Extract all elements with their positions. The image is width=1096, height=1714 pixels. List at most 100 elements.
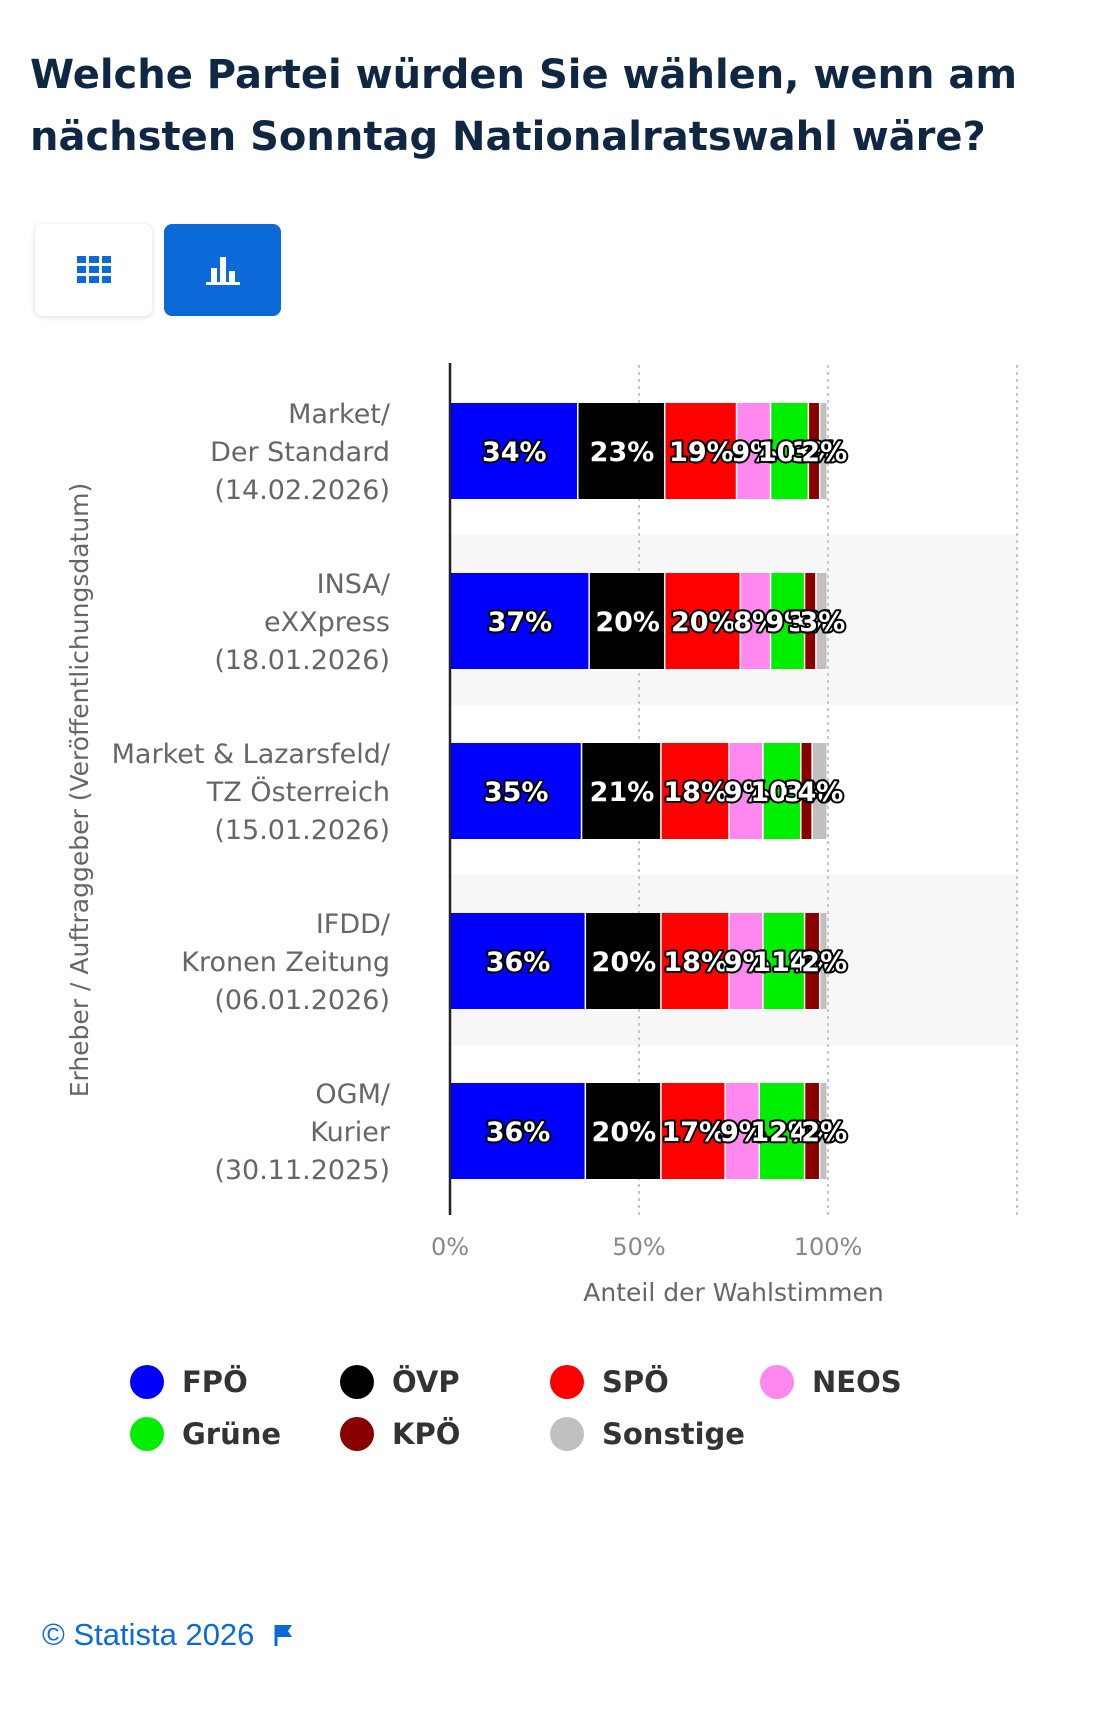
category-label: (30.11.2025)	[214, 1155, 390, 1186]
data-label: 20%	[592, 947, 657, 978]
bar-spö	[661, 913, 729, 1009]
bar-grüne	[771, 573, 804, 669]
category-label: (14.02.2026)	[214, 475, 390, 506]
bar-övp	[586, 1083, 661, 1179]
bar-grüne	[771, 403, 808, 499]
data-label: 2%	[801, 947, 847, 978]
data-label: 10%	[750, 777, 815, 808]
data-label: 19%	[669, 437, 734, 468]
data-label: 18%	[663, 777, 728, 808]
category-label: Kurier	[310, 1117, 391, 1148]
copyright-text: © Statista 2026	[42, 1617, 255, 1652]
data-label: 21%	[590, 777, 655, 808]
data-label: 11%	[752, 947, 817, 978]
bar-sonstige	[816, 573, 827, 669]
x-tick-label: 50%	[612, 1233, 665, 1261]
grid-icon	[76, 256, 111, 283]
data-label: 4%	[790, 1117, 836, 1148]
data-label: 36%	[486, 1117, 551, 1148]
chart-view-button[interactable]	[164, 224, 281, 316]
bar-grüne	[763, 743, 801, 839]
data-label: 12%	[750, 1117, 815, 1148]
legend-label: ÖVP	[392, 1365, 460, 1399]
legend-item[interactable]: Sonstige	[550, 1414, 760, 1454]
bar-fpö	[450, 913, 585, 1009]
legend-item[interactable]: NEOS	[760, 1362, 970, 1402]
bar-kpö	[801, 743, 812, 839]
bar-neos	[737, 403, 770, 499]
legend-item[interactable]: Grüne	[130, 1414, 340, 1454]
data-label: 3%	[784, 777, 830, 808]
bar-fpö	[450, 743, 581, 839]
category-label: IFDD/	[316, 909, 391, 940]
bar-fpö	[450, 573, 589, 669]
x-tick-label: 0%	[431, 1233, 469, 1261]
legend-label: NEOS	[812, 1365, 902, 1399]
legend-swatch	[550, 1417, 584, 1451]
bar-sonstige	[820, 403, 827, 499]
legend-label: Grüne	[182, 1417, 282, 1451]
x-tick-label: 100%	[794, 1233, 863, 1261]
legend-label: FPÖ	[182, 1365, 248, 1399]
legend-item[interactable]: KPÖ	[340, 1414, 550, 1454]
data-label: 8%	[733, 607, 779, 638]
bar-övp	[586, 913, 661, 1009]
legend-label: SPÖ	[602, 1365, 669, 1399]
data-label: 20%	[592, 1117, 657, 1148]
category-label: (06.01.2026)	[214, 985, 390, 1016]
legend-swatch	[340, 1417, 374, 1451]
bar-kpö	[805, 573, 816, 669]
category-label: (18.01.2026)	[214, 645, 390, 676]
category-label: Der Standard	[210, 437, 390, 468]
bar-sonstige	[820, 913, 827, 1009]
category-label: TZ Österreich	[206, 776, 390, 808]
table-view-button[interactable]	[35, 224, 152, 316]
data-label: 3%	[792, 437, 838, 468]
bar-kpö	[805, 1083, 819, 1179]
legend-swatch	[550, 1365, 584, 1399]
data-label: 9%	[724, 777, 770, 808]
footer-link[interactable]: © Statista 2026	[42, 1617, 294, 1653]
data-label: 37%	[488, 607, 553, 638]
bar-grüne	[759, 1083, 804, 1179]
data-label: 20%	[671, 607, 736, 638]
data-label: 9%	[724, 947, 770, 978]
bar-övp	[589, 573, 664, 669]
bar-kpö	[805, 913, 819, 1009]
data-label: 4%	[790, 947, 836, 978]
data-label: 9%	[731, 437, 777, 468]
bar-sonstige	[820, 1083, 827, 1179]
category-label: INSA/	[317, 569, 391, 600]
data-label: 2%	[801, 1117, 847, 1148]
bar-övp	[578, 403, 664, 499]
legend-item[interactable]: FPÖ	[130, 1362, 340, 1402]
legend-label: KPÖ	[392, 1417, 461, 1451]
category-label: Market & Lazarsfeld/	[112, 739, 391, 770]
data-label: 3%	[799, 607, 845, 638]
data-label: 20%	[595, 607, 660, 638]
category-label: Market/	[288, 399, 391, 430]
legend-swatch	[760, 1365, 794, 1399]
bar-spö	[665, 403, 736, 499]
data-label: 23%	[590, 437, 655, 468]
category-label: eXXpress	[264, 607, 390, 638]
data-label: 9%	[720, 1117, 766, 1148]
data-label: 4%	[798, 777, 844, 808]
legend-item[interactable]: SPÖ	[550, 1362, 760, 1402]
bar-fpö	[450, 1083, 585, 1179]
chart-title: Welche Partei würden Sie wählen, wenn am…	[30, 52, 1018, 160]
bar-neos	[741, 573, 770, 669]
legend-swatch	[340, 1365, 374, 1399]
bar-neos	[729, 913, 763, 1009]
x-axis-title: Anteil der Wahlstimmen	[583, 1278, 883, 1307]
y-axis-title: Erheber / Auftraggeber (Veröffentlichung…	[65, 483, 94, 1098]
bar-neos	[725, 1083, 759, 1179]
bar-sonstige	[812, 743, 827, 839]
data-label: 10%	[758, 437, 823, 468]
bar-grüne	[763, 913, 804, 1009]
legend-label: Sonstige	[602, 1417, 745, 1451]
data-label: 36%	[486, 947, 551, 978]
legend-item[interactable]: ÖVP	[340, 1362, 550, 1402]
data-label: 3%	[788, 607, 834, 638]
bar-spö	[661, 1083, 725, 1179]
